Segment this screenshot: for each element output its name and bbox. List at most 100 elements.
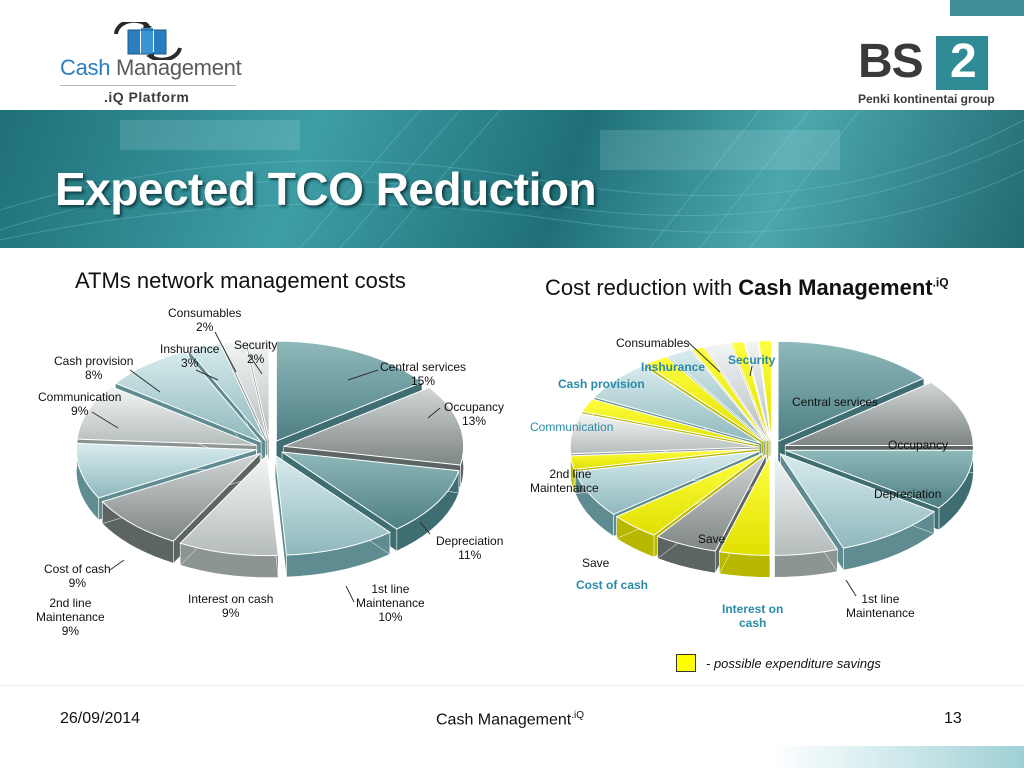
left-label-interest: Interest on cash 9%	[188, 592, 274, 620]
right-slice-save-9	[569, 448, 759, 470]
bs2-logo-group: Penki kontinentai group	[858, 92, 995, 106]
leader-line-11	[749, 365, 753, 377]
left-slice-inshurance-9	[187, 343, 266, 442]
page-title: Expected TCO Reduction	[55, 163, 597, 215]
logo-wordmark: Cash Management	[60, 55, 242, 81]
logo-word-management: Management	[115, 55, 242, 80]
right-label-occupancy: Occupancy	[888, 438, 949, 452]
footer-date: 26/09/2014	[60, 710, 141, 727]
leader-line-10	[687, 341, 721, 373]
bs2-logo-two: 2	[950, 35, 977, 88]
left-label-communication: Communication 9%	[38, 390, 122, 418]
bs2-logo: BS 2 Penki kontinentai group	[856, 35, 996, 110]
footer-title-sup: .iQ	[571, 710, 584, 721]
savings-legend: - possible expenditure savings	[666, 648, 906, 678]
bs2-logo-number-box: 2	[936, 35, 988, 90]
left-label-first-line: 1st line Maintenance 10%	[356, 582, 425, 624]
right-slice-save-15	[691, 346, 768, 442]
left-slice-interest-on-cash-4	[179, 454, 279, 557]
legend-text: - possible expenditure savings	[706, 656, 881, 671]
book-icon	[114, 22, 182, 60]
left-slice-cash-provision-8	[114, 350, 262, 443]
left-slice-security-11	[245, 339, 270, 441]
leader-line-4	[91, 411, 119, 429]
left-label-central-services: Central services 15%	[380, 360, 467, 388]
left-label-inshurance: Inshurance 3%	[160, 342, 220, 370]
right-slice-depreciation-2	[785, 449, 974, 509]
legend-yellow-swatch	[676, 654, 696, 672]
header: Cash Management .iQ Platform BS 2 Penki …	[0, 0, 1024, 110]
right-label-consumables: Consumables	[616, 336, 690, 350]
leader-lines	[91, 331, 857, 603]
left-label-cost-of-cash: Cost of cash 9%	[44, 562, 111, 590]
right-slice-save-17	[730, 341, 771, 441]
page-number: 13	[944, 710, 962, 727]
left-slice-depreciation-2	[281, 451, 460, 530]
pie-charts	[75, 331, 974, 603]
title-banner: Expected TCO Reduction	[0, 110, 1024, 248]
right-label-save-outer: Save	[582, 556, 610, 570]
bs2-logo-bs: BS	[858, 35, 924, 88]
leader-line-2	[195, 369, 219, 381]
leader-line-6	[427, 407, 441, 419]
left-slice-occupancy-1	[283, 386, 465, 466]
logo-platform: .iQ Platform	[104, 89, 190, 105]
right-label-cost-of-cash: Cost of cash	[576, 578, 649, 592]
top-accent-stripe	[950, 0, 1024, 16]
cash-management-logo: Cash Management .iQ Platform	[58, 22, 243, 108]
right-label-interest: Interest on cash	[722, 602, 784, 630]
right-label-second-line: 2nd line Maintenance	[530, 467, 599, 495]
right-slice-2nd-line-maintenance-8	[574, 450, 760, 515]
right-label-central-services: Central services	[792, 395, 879, 409]
leader-line-9	[109, 559, 125, 571]
leader-line-8	[345, 585, 355, 603]
bs2-logo-letters: BS	[856, 35, 940, 90]
left-slice-consumables-10	[221, 340, 268, 441]
leader-line-3	[129, 369, 161, 393]
right-chart-title-sup: .iQ	[932, 275, 949, 290]
left-slice-2nd-line-maintenance-6	[75, 442, 257, 499]
right-slice-inshurance-14	[666, 349, 766, 442]
right-slice-save-5	[718, 455, 771, 556]
right-label-communication: Communication	[530, 420, 614, 434]
right-slice-security-18	[744, 340, 772, 441]
logo-word-cash: Cash	[60, 55, 111, 80]
right-slice-save-13	[644, 355, 765, 443]
right-chart-title-bold: Cash Management	[738, 275, 933, 300]
right-slice-cost-of-cash-6	[656, 454, 767, 552]
left-slice-1st-line-maintenance-3	[274, 454, 391, 556]
left-label-occupancy: Occupancy 13%	[444, 400, 505, 428]
left-slice-cost-of-cash-5	[101, 453, 261, 542]
left-slice-communication-7	[76, 386, 258, 446]
right-slice-cash-provision-12	[593, 365, 762, 444]
left-chart-title: ATMs network management costs	[75, 268, 406, 293]
right-label-cash-provision: Cash provision	[558, 377, 645, 391]
right-slice-communication-10	[569, 412, 759, 455]
right-slice-occupancy-1	[784, 381, 974, 447]
left-label-cash-provision: Cash provision 8%	[54, 354, 134, 382]
left-label-consumables: Consumables 2%	[168, 306, 242, 334]
leader-line-12	[845, 579, 857, 597]
leader-line-5	[347, 369, 379, 381]
leader-line-7	[419, 521, 431, 535]
right-chart-title: Cost reduction with Cash Management.iQ	[545, 275, 949, 301]
right-slice-save-19	[758, 340, 773, 441]
right-label-depreciation: Depreciation	[874, 487, 942, 501]
left-label-second-line: 2nd line Maintenance 9%	[36, 596, 105, 638]
right-slice-central-services-0	[777, 340, 925, 443]
right-slice-consumables-16	[704, 342, 769, 442]
footer-title-text: Cash Management	[436, 711, 572, 729]
right-label-security: Security	[728, 353, 776, 367]
left-pie-chart	[75, 339, 465, 578]
leader-line-1	[249, 355, 263, 375]
right-label-first-line: 1st line Maintenance	[846, 592, 915, 620]
right-pie-chart	[569, 340, 974, 578]
banner-decoration	[0, 110, 1024, 248]
left-slice-central-services-0	[275, 340, 424, 442]
logo-divider	[60, 85, 236, 86]
right-slice-1st-line-maintenance-3	[779, 452, 936, 549]
leader-line-0	[214, 331, 237, 373]
right-chart-title-prefix: Cost reduction with	[545, 275, 739, 300]
right-slice-save-11	[581, 398, 760, 446]
left-label-security: Security 2%	[234, 338, 278, 366]
